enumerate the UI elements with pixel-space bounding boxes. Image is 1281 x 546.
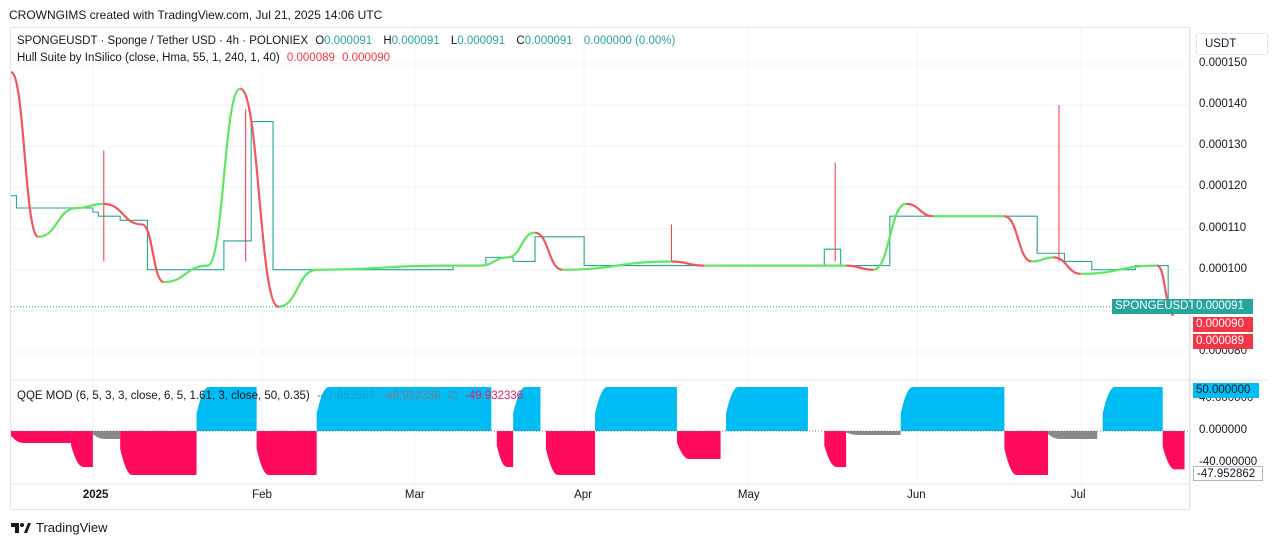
qqe-histogram-pink [824,431,847,467]
qqe-histogram-pink [676,431,721,459]
qqe-value-1: -47.952862 [316,390,376,402]
close-number: 0.000091 [524,35,573,47]
qqe-empty-symbol: ∅ [447,390,458,402]
hull-legend[interactable]: Hull Suite by InSilico (close, Hma, 55, … [17,52,394,64]
high-value: H0.000091 [383,35,443,47]
hull-value-2: 0.000090 [342,52,391,64]
time-tick-label: May [737,489,760,501]
hull-segment [9,71,40,238]
qqe-tick-label: 0.000000 [1199,424,1247,436]
qqe-tick-label: -40.000000 [1199,456,1258,468]
qqe-histogram-blue [595,387,677,431]
qqe-value-2: -49.932336 [382,390,441,402]
price-tick-label: 0.000140 [1199,98,1247,111]
currency-selector[interactable]: USDT [1196,33,1268,55]
qqe-value-3: -49.932336 [465,390,524,402]
time-tick-label: Jun [907,489,926,501]
open-value: O0.000091 [315,35,376,47]
time-tick-label: 2025 [82,489,109,501]
qqe-histogram-blue [196,387,257,431]
qqe-histogram-blue [513,387,541,431]
qqe-histogram-pink [1004,431,1049,475]
hull-segment [206,87,241,267]
qqe-histogram-blue [726,387,808,431]
qqe-histogram-gray [846,431,901,435]
qqe-histogram-pink [545,431,596,475]
qqe-histogram-gray [92,431,121,439]
qqe-histogram-blue [1102,387,1163,431]
change-value: 0.000000 (0.00%) [583,35,676,47]
price-tick-label: 0.000100 [1199,262,1247,275]
open-label: O [315,35,325,47]
qqe-legend[interactable]: QQE MOD (6, 5, 3, 3, close, 6, 5, 1.61, … [17,388,527,402]
time-tick-label: Apr [574,489,593,501]
price-tick-label: 0.000130 [1199,139,1247,152]
hull-segment [316,264,448,271]
hull-price-tag-1: 0.000090 [1193,317,1253,332]
hull-segment [103,202,143,226]
price-series-line [11,121,1185,308]
low-label: L [450,35,458,47]
price-tick-label: 0.000120 [1199,180,1247,193]
qqe-histogram-blue [316,387,492,431]
qqe-histogram-pink [11,431,72,443]
qqe-histogram-pink [1162,431,1185,470]
qqe-histogram-blue [900,387,1005,431]
hull-title: Hull Suite by InSilico (close, Hma, 55, … [17,52,280,64]
hull-segment [1053,256,1081,275]
hull-segment [507,231,536,259]
hull-segment [671,260,705,267]
tradingview-brand: TradingView [36,520,108,535]
low-number: 0.000091 [457,35,506,47]
qqe-level-tag: 50.000000 [1193,383,1259,398]
low-value: L0.000091 [451,35,509,47]
close-value: C0.000091 [516,35,576,47]
price-tick-label: 0.000150 [1199,57,1247,69]
qqe-histogram-pink [71,431,93,467]
hull-segment [141,223,165,284]
hull-segment [1031,256,1054,263]
hull-segment [480,256,508,267]
qqe-histogram-pink [496,431,514,467]
hull-price-tag-2: 0.000089 [1193,334,1253,349]
tradingview-logo[interactable]: TradingView [10,520,108,535]
hull-segment [562,260,672,271]
main-legend[interactable]: SPONGEUSDT · Sponge / Tether USD · 4h · … [17,35,679,47]
high-number: 0.000091 [391,35,440,47]
qqe-histogram-pink [120,431,197,475]
qqe-title: QQE MOD (6, 5, 3, 3, close, 6, 5, 1.61, … [17,390,310,402]
time-tick-label: Mar [404,489,425,501]
hull-segment [846,264,874,271]
hull-segment [873,202,907,271]
hull-segment [163,264,208,284]
chart-attribution: CROWNGIMS created with TradingView.com, … [9,8,383,22]
hull-segment [1080,264,1158,275]
hull-segment [278,268,317,308]
symbol-title: SPONGEUSDT · Sponge / Tether USD · 4h · … [17,35,309,47]
hull-segment [906,202,934,218]
close-label: C [516,35,525,47]
time-tick-label: Jul [1070,489,1086,501]
hull-segment [1004,215,1033,263]
hull-segment [76,202,104,210]
open-number: 0.000091 [324,35,373,47]
hull-value-1: 0.000089 [286,52,335,64]
tradingview-logo-icon [11,522,31,533]
time-tick-label: Feb [252,489,272,501]
hull-segment [38,206,77,238]
symbol-price-tag: SPONGEUSDT [1112,299,1199,314]
hull-segment [534,231,563,271]
qqe-histogram-pink [256,431,317,475]
qqe-last-tag: -47.952862 [1193,466,1263,481]
hull-segment [239,87,280,308]
price-tick-label: 0.000110 [1199,221,1247,234]
last-price-tag: 0.000091 [1193,299,1253,314]
high-label: H [383,35,392,47]
qqe-histogram-gray [1048,431,1098,439]
